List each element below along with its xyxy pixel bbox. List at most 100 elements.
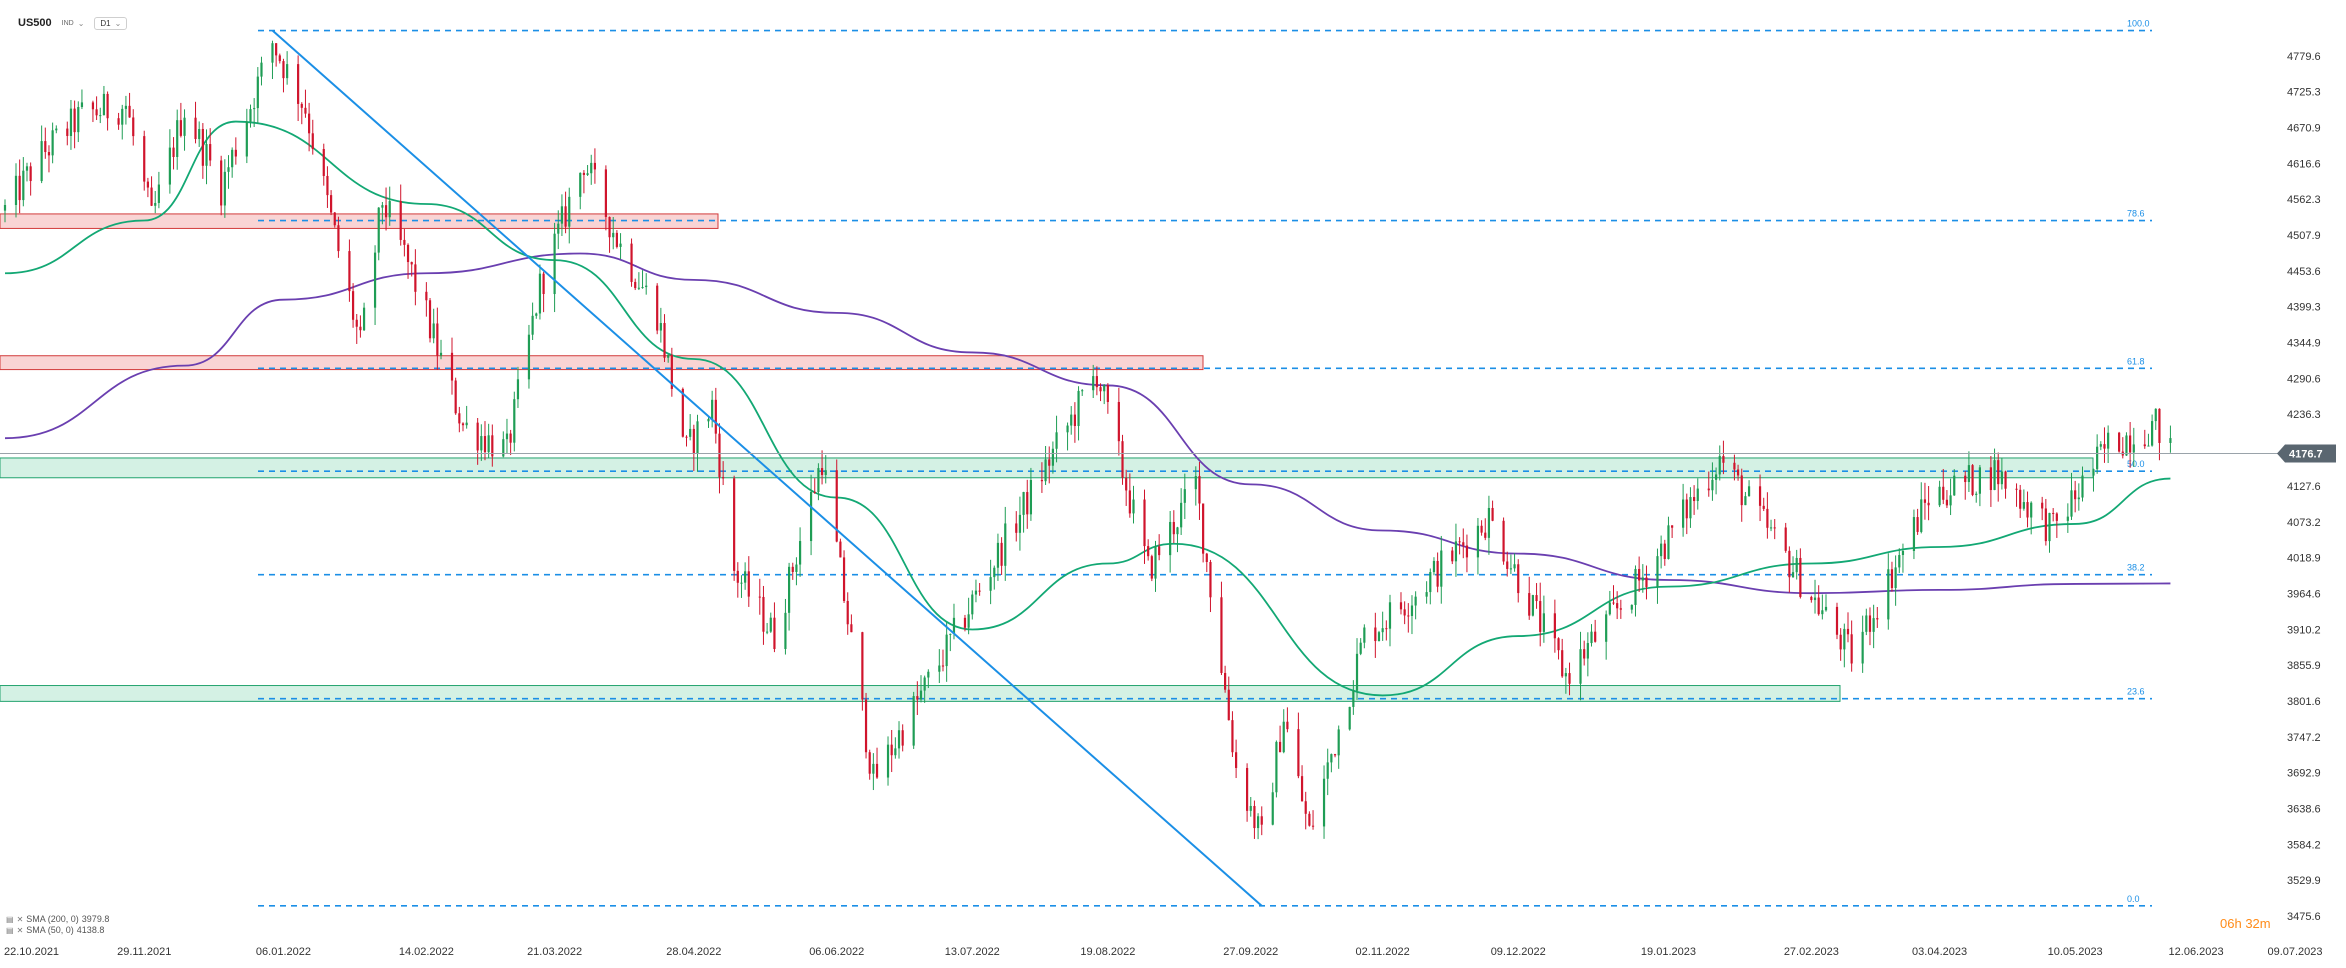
- candle: [1663, 539, 1666, 566]
- candle: [974, 579, 978, 603]
- candle: [1147, 539, 1150, 561]
- source-selector[interactable]: IND ⌄: [62, 19, 85, 28]
- y-tick-label: 4399.3: [2287, 302, 2321, 314]
- candle: [1509, 554, 1513, 575]
- candle: [722, 461, 725, 486]
- candle: [557, 210, 560, 250]
- candle: [1784, 522, 1787, 553]
- sma50-line[interactable]: [4, 120, 2171, 697]
- candle: [1553, 599, 1556, 653]
- candle: [993, 565, 996, 590]
- candle: [1850, 620, 1853, 672]
- candle: [1531, 594, 1534, 617]
- candle: [176, 109, 179, 170]
- candle: [612, 216, 615, 250]
- candle: [1231, 711, 1234, 757]
- candle: [1465, 534, 1469, 573]
- candle: [29, 162, 32, 196]
- candle: [1971, 464, 1974, 497]
- y-tick-label: 4670.9: [2287, 123, 2321, 135]
- candle: [2129, 422, 2132, 468]
- y-tick-label: 4344.9: [2287, 338, 2321, 350]
- candle: [645, 273, 648, 295]
- y-tick-label: 4073.2: [2287, 517, 2321, 529]
- x-tick-label: 21.03.2022: [527, 946, 582, 958]
- resistance-zone[interactable]: [0, 355, 1204, 371]
- candle: [329, 190, 333, 216]
- candle: [1938, 480, 1941, 508]
- candle: [850, 614, 853, 633]
- candle: [201, 123, 204, 179]
- candle: [1824, 594, 1828, 612]
- candle: [872, 753, 875, 791]
- close-icon[interactable]: ✕: [16, 926, 24, 935]
- candle: [220, 155, 223, 216]
- candle: [80, 89, 84, 110]
- candle: [1487, 495, 1491, 555]
- candle: [685, 435, 688, 447]
- fib-level-label: 100.0: [2127, 19, 2150, 29]
- candle: [2048, 512, 2051, 553]
- y-tick-label: 3692.9: [2287, 768, 2321, 780]
- candle: [1260, 806, 1263, 836]
- sma200-value: 3979.8: [81, 914, 110, 924]
- candle: [223, 159, 226, 218]
- y-tick-label: 4290.6: [2287, 373, 2321, 385]
- candle: [458, 406, 461, 433]
- candle: [1953, 469, 1956, 496]
- candle: [1795, 549, 1798, 580]
- candle: [1224, 665, 1227, 693]
- candle: [2026, 491, 2029, 528]
- candle: [1769, 519, 1773, 532]
- candle: [1898, 548, 1901, 574]
- candle: [2081, 466, 2084, 502]
- candle: [362, 302, 366, 331]
- candle: [784, 598, 787, 655]
- candle: [769, 612, 772, 633]
- downtrend-line[interactable]: [271, 29, 1263, 907]
- candle: [1989, 456, 1992, 507]
- candle: [487, 423, 490, 459]
- candle: [894, 737, 897, 759]
- candle: [47, 145, 51, 173]
- y-tick-label: 4562.3: [2287, 194, 2321, 206]
- candle: [813, 478, 816, 494]
- candle: [154, 191, 157, 214]
- x-tick-label: 12.06.2023: [2169, 946, 2224, 958]
- candle: [22, 157, 25, 207]
- candle: [1791, 556, 1795, 578]
- x-tick-label: 28.04.2022: [666, 946, 721, 958]
- candle: [2118, 431, 2121, 453]
- candle: [1912, 509, 1916, 560]
- candle: [1993, 448, 1996, 491]
- candle: [1901, 543, 1905, 573]
- candle: [1055, 415, 1058, 463]
- x-tick-label: 03.04.2023: [1912, 946, 1967, 958]
- candle: [787, 562, 791, 631]
- candle: [586, 165, 589, 176]
- candle: [861, 631, 864, 711]
- candle: [410, 261, 413, 277]
- close-icon[interactable]: ✕: [16, 915, 24, 924]
- settings-icon[interactable]: ▤: [6, 926, 14, 935]
- symbol-label[interactable]: US500: [18, 17, 52, 29]
- candle: [271, 40, 274, 80]
- candle: [483, 421, 487, 461]
- candle: [564, 191, 567, 234]
- candle: [286, 51, 289, 85]
- candle: [996, 533, 1000, 581]
- candle: [106, 91, 109, 131]
- candle: [747, 556, 750, 607]
- settings-icon[interactable]: ▤: [6, 915, 14, 924]
- candle: [897, 721, 901, 759]
- y-tick-label: 3801.6: [2287, 696, 2321, 708]
- timeframe-selector[interactable]: D1 ⌄: [94, 16, 128, 30]
- candle: [1432, 557, 1436, 576]
- candle: [256, 67, 259, 124]
- legend-sma200[interactable]: ▤ ✕ SMA (200, 0) 3979.8: [6, 914, 109, 925]
- candle: [736, 562, 739, 598]
- candle: [1718, 445, 1721, 481]
- legend-sma50[interactable]: ▤ ✕ SMA (50, 0) 4138.8: [6, 925, 109, 936]
- sma200-line[interactable]: [4, 252, 2171, 595]
